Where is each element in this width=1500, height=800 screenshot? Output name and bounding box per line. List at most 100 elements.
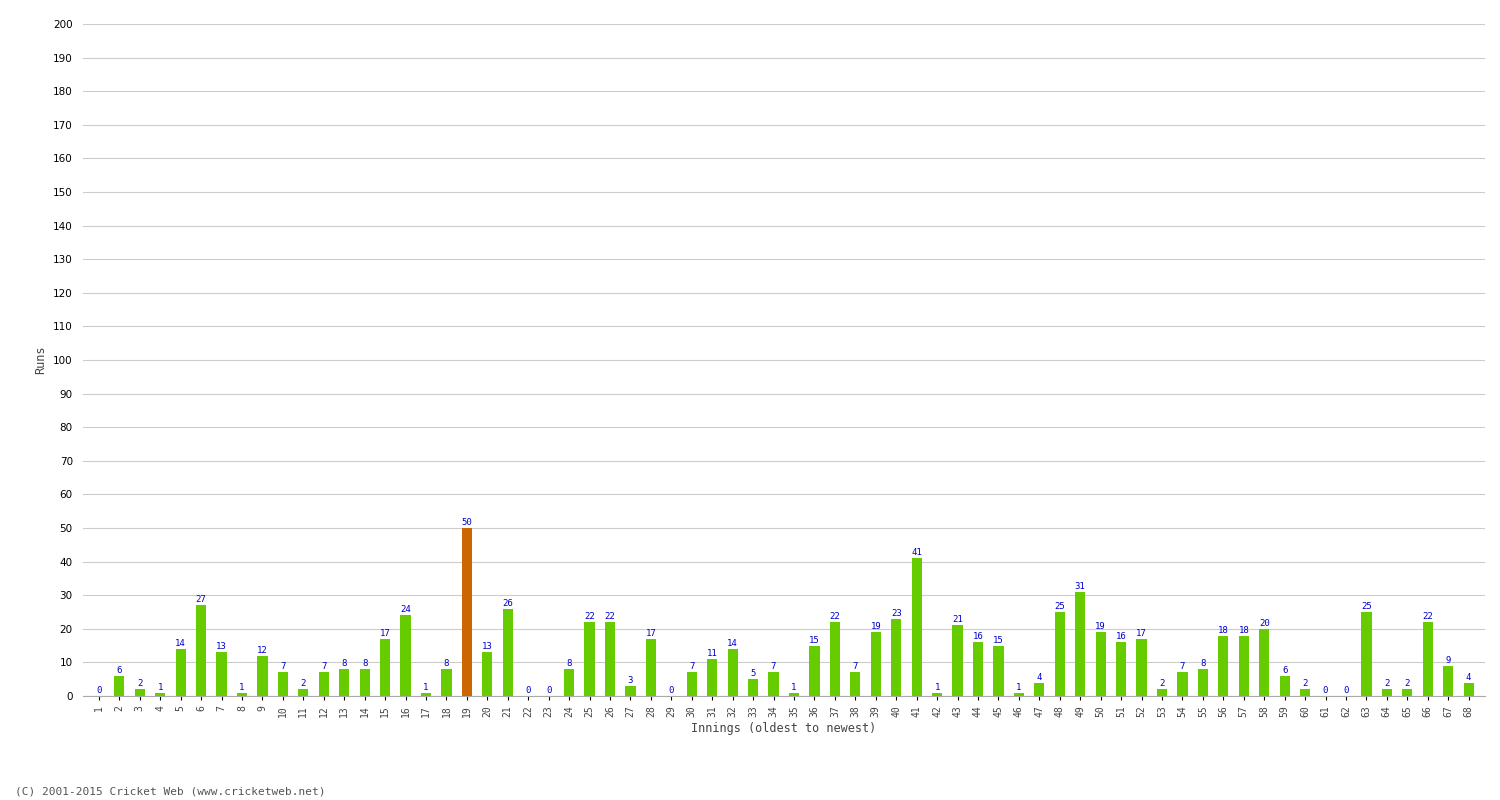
Bar — [258, 656, 267, 696]
Text: 7: 7 — [1179, 662, 1185, 671]
Text: 18: 18 — [1239, 626, 1250, 634]
Text: 17: 17 — [1136, 629, 1148, 638]
Bar — [564, 669, 574, 696]
Bar — [810, 646, 819, 696]
Bar — [1239, 635, 1250, 696]
Bar — [1443, 666, 1454, 696]
Text: 9: 9 — [1446, 656, 1450, 665]
Bar — [830, 622, 840, 696]
Bar — [298, 690, 309, 696]
Text: 6: 6 — [1282, 666, 1287, 675]
Bar — [870, 632, 880, 696]
Text: 2: 2 — [300, 679, 306, 688]
Bar — [400, 615, 411, 696]
Text: 41: 41 — [912, 548, 922, 558]
Text: 7: 7 — [771, 662, 776, 671]
Text: 25: 25 — [1360, 602, 1372, 611]
Text: 0: 0 — [1323, 686, 1328, 695]
Text: 0: 0 — [525, 686, 531, 695]
Bar — [1402, 690, 1413, 696]
Text: 23: 23 — [891, 609, 902, 618]
Bar — [318, 673, 328, 696]
Text: (C) 2001-2015 Cricket Web (www.cricketweb.net): (C) 2001-2015 Cricket Web (www.cricketwe… — [15, 786, 326, 796]
Text: 13: 13 — [482, 642, 492, 651]
Text: 22: 22 — [604, 612, 615, 621]
Text: 6: 6 — [117, 666, 122, 675]
Bar — [1014, 693, 1025, 696]
Text: 8: 8 — [362, 659, 368, 668]
Text: 18: 18 — [1218, 626, 1228, 634]
Text: 1: 1 — [240, 682, 244, 692]
Text: 19: 19 — [1095, 622, 1106, 631]
Text: 4: 4 — [1036, 673, 1042, 682]
Text: 50: 50 — [462, 518, 472, 527]
Y-axis label: Runs: Runs — [34, 346, 48, 374]
Bar — [1382, 690, 1392, 696]
Text: 1: 1 — [792, 682, 796, 692]
Bar — [706, 659, 717, 696]
Text: 2: 2 — [1384, 679, 1389, 688]
Text: 13: 13 — [216, 642, 226, 651]
Bar — [1034, 682, 1044, 696]
Bar — [932, 693, 942, 696]
Text: 27: 27 — [195, 595, 207, 604]
Text: 16: 16 — [972, 632, 984, 642]
Bar — [645, 639, 656, 696]
Bar — [1422, 622, 1432, 696]
Text: 11: 11 — [706, 649, 717, 658]
Text: 22: 22 — [1422, 612, 1432, 621]
Text: 8: 8 — [1200, 659, 1206, 668]
Text: 0: 0 — [96, 686, 102, 695]
Text: 19: 19 — [870, 622, 880, 631]
Bar — [216, 652, 226, 696]
Bar — [380, 639, 390, 696]
Bar — [687, 673, 698, 696]
Text: 3: 3 — [627, 676, 633, 685]
Bar — [196, 606, 206, 696]
Bar — [850, 673, 861, 696]
Text: 2: 2 — [136, 679, 142, 688]
Text: 5: 5 — [750, 669, 756, 678]
Text: 1: 1 — [158, 682, 164, 692]
Bar — [1362, 612, 1371, 696]
Text: 7: 7 — [321, 662, 327, 671]
Bar — [952, 626, 963, 696]
Bar — [748, 679, 758, 696]
Text: 15: 15 — [808, 635, 820, 645]
Bar — [237, 693, 248, 696]
Bar — [503, 609, 513, 696]
Text: 1: 1 — [1016, 682, 1022, 692]
Text: 12: 12 — [256, 646, 268, 654]
Text: 21: 21 — [952, 615, 963, 625]
Bar — [135, 690, 146, 696]
Bar — [1054, 612, 1065, 696]
Text: 16: 16 — [1116, 632, 1126, 642]
Text: 2: 2 — [1302, 679, 1308, 688]
X-axis label: Innings (oldest to newest): Innings (oldest to newest) — [692, 722, 876, 735]
Bar — [1178, 673, 1188, 696]
Text: 24: 24 — [400, 606, 411, 614]
Bar — [176, 649, 186, 696]
Text: 17: 17 — [380, 629, 390, 638]
Text: 0: 0 — [1344, 686, 1348, 695]
Bar — [626, 686, 636, 696]
Bar — [422, 693, 430, 696]
Text: 17: 17 — [645, 629, 656, 638]
Bar — [891, 618, 902, 696]
Bar — [1198, 669, 1208, 696]
Text: 14: 14 — [728, 639, 738, 648]
Text: 7: 7 — [688, 662, 694, 671]
Bar — [1095, 632, 1106, 696]
Text: 8: 8 — [342, 659, 346, 668]
Text: 8: 8 — [567, 659, 572, 668]
Bar — [441, 669, 452, 696]
Bar — [974, 642, 982, 696]
Text: 4: 4 — [1466, 673, 1472, 682]
Bar — [1280, 676, 1290, 696]
Text: 25: 25 — [1054, 602, 1065, 611]
Bar — [585, 622, 594, 696]
Bar — [482, 652, 492, 696]
Bar — [339, 669, 350, 696]
Bar — [1116, 642, 1126, 696]
Bar — [1258, 629, 1269, 696]
